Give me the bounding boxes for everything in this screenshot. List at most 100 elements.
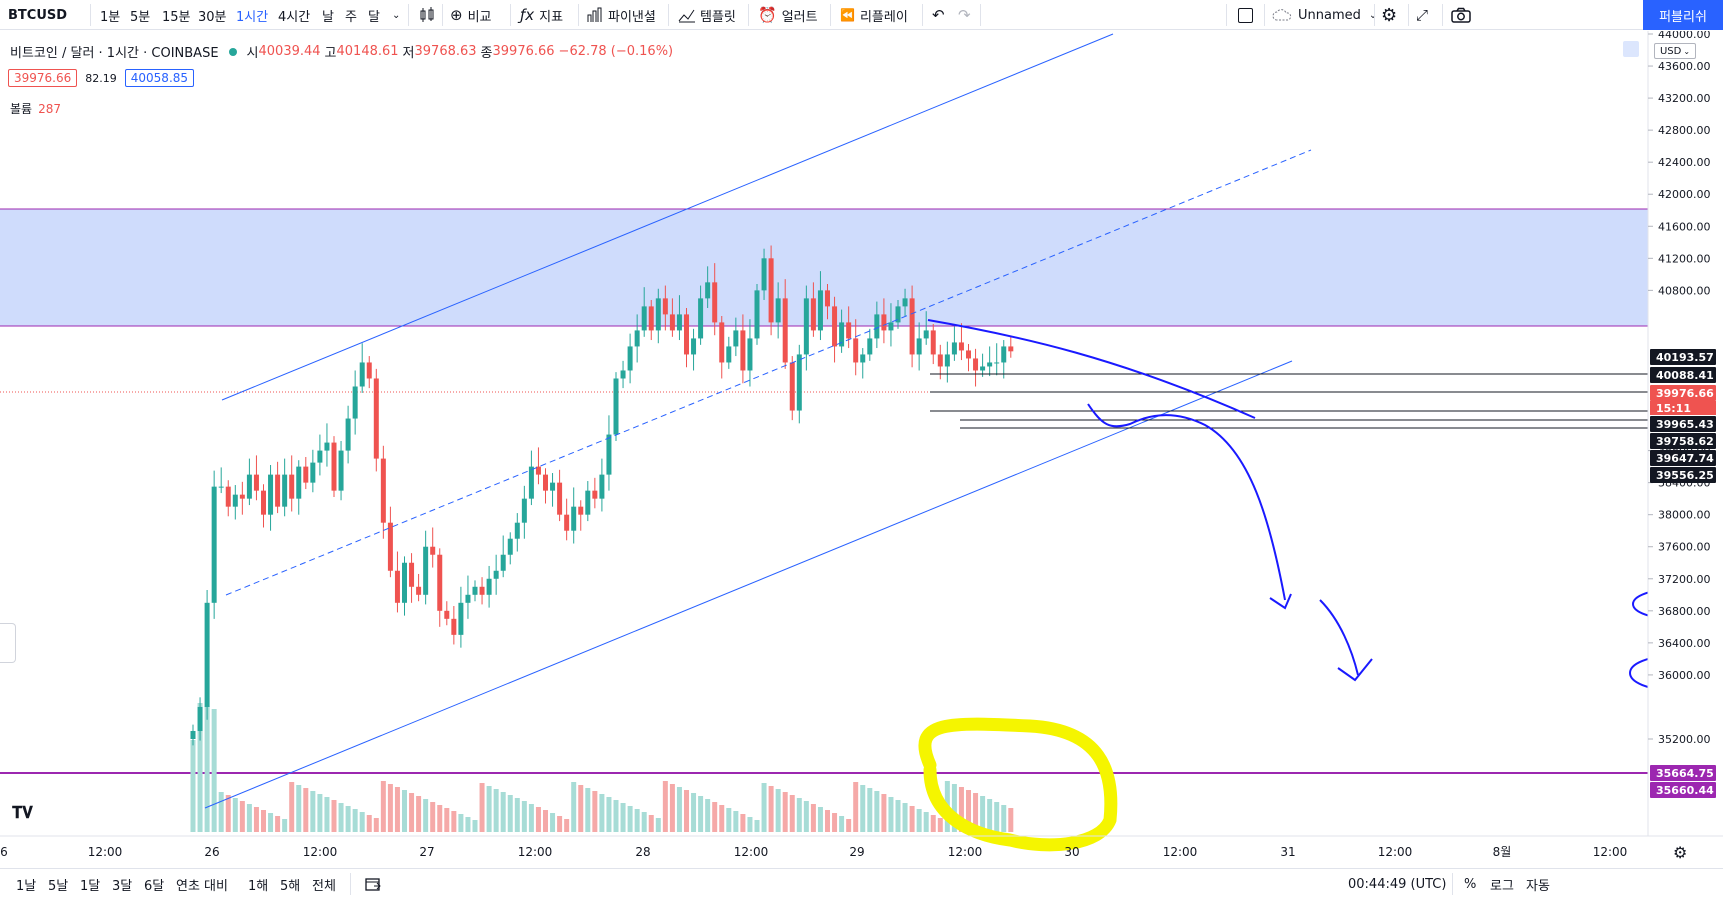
interval-30m[interactable]: 30분: [198, 9, 227, 25]
layout-button[interactable]: [1238, 0, 1253, 30]
range-ytd[interactable]: 연초 대비: [176, 878, 228, 894]
interval-15m[interactable]: 15분: [162, 9, 191, 25]
alert-button[interactable]: ⏰ 얼러트: [758, 0, 818, 30]
interval-1h[interactable]: 1시간: [236, 9, 269, 25]
currency-select[interactable]: USD ⌄: [1654, 43, 1696, 59]
interval-4h[interactable]: 4시간: [278, 9, 311, 25]
expand-icon[interactable]: ⤢: [1416, 6, 1429, 24]
range-5y[interactable]: 5해: [280, 878, 301, 894]
side-panel-toggle[interactable]: [0, 623, 16, 663]
alarm-icon: ⏰: [758, 6, 777, 24]
channel-upper-line[interactable]: [221, 33, 1114, 401]
price-tick-label: 42400.00: [1658, 156, 1711, 169]
toolbar-divider: [1442, 4, 1443, 26]
open-value: 40039.44: [258, 44, 321, 59]
replay-button[interactable]: ⏪ 리플레이: [840, 0, 908, 30]
interval-month[interactable]: 달: [368, 9, 380, 25]
percent-scale-toggle[interactable]: %: [1464, 876, 1477, 892]
log-scale-toggle[interactable]: 로그: [1490, 878, 1514, 894]
symbol-legend[interactable]: 비트코인 / 달러 · 1시간 · COINBASE 시 40039.44 고 40…: [10, 42, 677, 61]
channel-lower-line[interactable]: [204, 360, 1293, 809]
channel-midline[interactable]: [225, 149, 1312, 596]
time-tick-label: 12:00: [88, 845, 123, 859]
time-tick-label: 12:00: [734, 845, 769, 859]
camera-icon: [1451, 7, 1471, 23]
high-label: 고: [324, 46, 337, 61]
toolbar-divider: [922, 4, 923, 26]
level-lines[interactable]: [930, 373, 1648, 429]
volume-legend[interactable]: 볼륨 287: [10, 100, 61, 117]
tradingview-logo[interactable]: 𝐓𝐕: [12, 803, 33, 822]
price-tick-label: 38000.00: [1658, 509, 1711, 522]
scale-lock-button[interactable]: [1623, 41, 1639, 57]
candlesticks: [190, 245, 1014, 746]
range-5d[interactable]: 5날: [48, 878, 69, 894]
symbol-search-button[interactable]: BTCUSD: [8, 7, 68, 23]
interval-day[interactable]: 날: [322, 9, 334, 25]
auto-scale-toggle[interactable]: 자동: [1526, 878, 1550, 894]
interval-week[interactable]: 주: [345, 9, 357, 25]
redo-icon[interactable]: ↷: [958, 6, 971, 24]
time-tick-label: 6: [0, 845, 8, 859]
publish-button[interactable]: 퍼블리쉬: [1643, 0, 1723, 30]
toolbar-divider: [442, 4, 443, 26]
fx-icon: ƒx: [520, 6, 535, 24]
drawn-trend-line[interactable]: [927, 319, 1256, 419]
chart-pane[interactable]: 44000.00 43600.00 43200.00 42800.00 42400.00…: [0, 31, 1723, 867]
yellow-highlight-circle[interactable]: [918, 717, 1118, 852]
price-tick-label: 35200.00: [1658, 733, 1711, 746]
price-label: 39647.74: [1656, 452, 1714, 465]
bottom-divider: [1452, 873, 1453, 895]
price-label: 40193.57: [1656, 351, 1714, 364]
range-all[interactable]: 전체: [312, 878, 336, 894]
drawn-path-arrow-1[interactable]: [1087, 403, 1286, 601]
templates-button[interactable]: 템플릿: [678, 0, 736, 30]
top-toolbar: BTCUSD 1분 5분 15분 30분 1시간 4시간 날 주 달 ⌄ ⊕ 비교…: [0, 0, 1723, 30]
high-value: 40148.61: [336, 44, 399, 59]
interval-5m[interactable]: 5분: [130, 9, 151, 25]
price-tick-label: 42800.00: [1658, 124, 1711, 137]
bid-price-box[interactable]: 39976.66: [8, 69, 78, 87]
time-tick-label: 12:00: [518, 845, 553, 859]
chevron-down-icon[interactable]: ⌄: [392, 9, 401, 21]
price-label: 39556.25: [1656, 469, 1714, 482]
toolbar-divider: [1374, 4, 1375, 26]
time-tick-label: 12:00: [1593, 845, 1628, 859]
gear-icon[interactable]: ⚙: [1381, 4, 1398, 26]
time-tick-label: 12:00: [948, 845, 983, 859]
chart-type-button[interactable]: [418, 0, 436, 30]
toolbar-divider: [510, 4, 511, 26]
layout-name-button[interactable]: Unnamed ⌄: [1272, 0, 1377, 30]
interval-1m[interactable]: 1분: [100, 9, 121, 25]
time-tick-label: 12:00: [1378, 845, 1413, 859]
templates-label: 템플릿: [700, 9, 736, 25]
snapshot-button[interactable]: [1451, 0, 1471, 30]
drawn-arrowhead-1[interactable]: [1269, 593, 1292, 610]
market-status-icon: [228, 47, 237, 56]
utc-clock[interactable]: 00:44:49 (UTC): [1348, 876, 1447, 892]
price-chart[interactable]: 44000.00 43600.00 43200.00 42800.00 42400.00…: [0, 31, 1723, 867]
drawn-arrowhead-2[interactable]: [1337, 658, 1373, 682]
indicators-button[interactable]: ƒx 지표: [520, 0, 563, 30]
toolbar-divider: [748, 4, 749, 26]
financials-button[interactable]: 파이낸셜: [586, 0, 656, 30]
goto-date-button[interactable]: [364, 869, 382, 899]
resistance-zone[interactable]: [0, 209, 1648, 326]
compare-button[interactable]: ⊕ 비교: [450, 0, 492, 30]
compare-label: 비교: [467, 9, 492, 25]
ask-price-box[interactable]: 40058.85: [124, 69, 195, 87]
range-6m[interactable]: 6달: [144, 878, 165, 894]
range-1m[interactable]: 1달: [80, 878, 101, 894]
low-label: 저: [402, 46, 415, 61]
range-1d[interactable]: 1날: [16, 878, 37, 894]
volume-value: 287: [38, 102, 61, 116]
toolbar-divider: [1226, 4, 1227, 26]
currency-label: USD: [1659, 45, 1682, 57]
drawn-path-arrow-2[interactable]: [1319, 599, 1359, 676]
range-3m[interactable]: 3달: [112, 878, 133, 894]
open-label: 시: [246, 46, 259, 61]
undo-icon[interactable]: ↶: [932, 6, 945, 24]
price-axis-ticks: 44000.00 43600.00 43200.00 42800.00 42400.00…: [1648, 31, 1711, 746]
range-1y[interactable]: 1해: [248, 878, 269, 894]
gear-icon[interactable]: ⚙: [1673, 843, 1688, 862]
